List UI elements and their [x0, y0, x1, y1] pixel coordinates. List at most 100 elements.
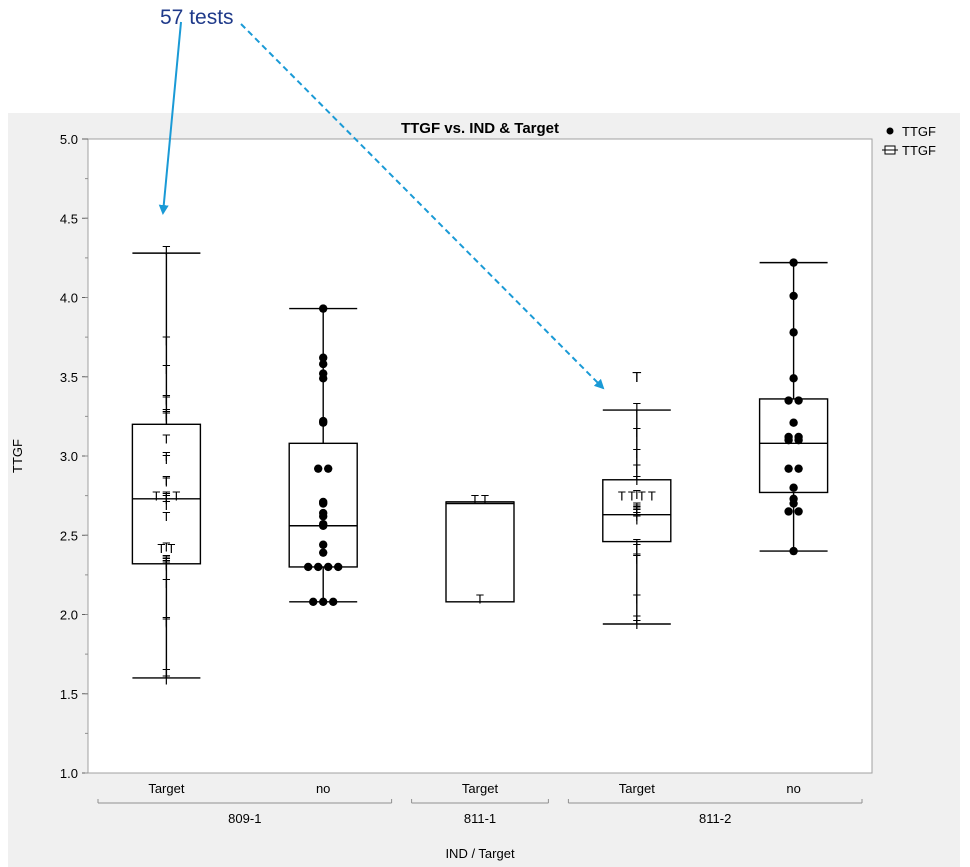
data-point: T: [162, 406, 170, 421]
data-point: [784, 507, 793, 516]
data-point: T: [633, 617, 641, 632]
data-point: [324, 562, 333, 572]
plot-area: [87, 138, 873, 774]
data-point: [319, 418, 328, 427]
data-point: [319, 548, 328, 557]
data-point: [319, 512, 328, 521]
y-axis-label: TTGF: [10, 439, 25, 473]
data-point: [789, 418, 798, 427]
data-point: [319, 359, 328, 369]
x-group-label: 809-1: [228, 811, 261, 826]
data-point: T: [633, 504, 641, 519]
data-point: T: [152, 489, 160, 504]
data-point: T: [633, 473, 641, 488]
data-point: [319, 304, 328, 313]
data-point: T: [628, 489, 636, 504]
data-point: [319, 521, 328, 530]
data-point: T: [633, 512, 641, 527]
data-point: [334, 562, 343, 572]
chart-panel: 1.0 1.5 2.0 2.5 3.0 3.5 4.0 4.5 5.0 TTGF vs. IND …: [8, 113, 960, 867]
data-point: T: [162, 498, 170, 513]
data-point: T: [162, 558, 170, 573]
data-point: T: [633, 552, 641, 567]
data-point: T: [162, 452, 170, 467]
data-point: T: [633, 592, 641, 607]
data-point: T: [162, 362, 170, 377]
data-point: T: [618, 489, 626, 504]
data-point: T: [162, 672, 170, 687]
x-group-label: 811-2: [699, 811, 731, 826]
data-point: T: [471, 492, 479, 507]
data-point: T: [633, 612, 641, 627]
data-point: T: [476, 592, 484, 607]
outlier-point: T: [632, 369, 641, 386]
box-iqr: [602, 479, 672, 543]
data-point: T: [162, 489, 170, 504]
data-point: [789, 328, 798, 337]
data-point: [309, 597, 318, 607]
y-tick-label: 2.0: [60, 608, 78, 623]
data-point: [329, 597, 338, 607]
data-point: T: [162, 614, 170, 629]
chart-title: TTGF vs. IND & Target: [401, 120, 559, 137]
data-point: [794, 507, 803, 516]
box-plot-chart: 1.0 1.5 2.0 2.5 3.0 3.5 4.0 4.5 5.0 TTGF vs. IND …: [10, 120, 936, 861]
data-point: [789, 546, 798, 556]
box-iqr: [131, 423, 202, 565]
data-point: T: [162, 432, 170, 447]
data-point: T: [633, 550, 641, 565]
data-point: T: [162, 554, 170, 569]
data-point: [319, 540, 328, 549]
data-point: [319, 597, 328, 607]
y-tick-label: 1.0: [60, 766, 78, 781]
data-point: T: [648, 489, 656, 504]
data-point: [789, 499, 798, 508]
data-point: T: [162, 474, 170, 489]
data-point: T: [162, 576, 170, 591]
legend-dot-marker: [886, 127, 894, 135]
data-point: T: [162, 492, 170, 507]
x-group-label: 811-1: [464, 811, 496, 826]
data-point: [789, 258, 798, 267]
data-point: T: [162, 490, 170, 505]
data-point: T: [633, 487, 641, 502]
data-point: [789, 374, 798, 383]
y-tick-label: 2.5: [60, 528, 78, 543]
data-point: T: [162, 552, 170, 567]
data-point: T: [633, 506, 641, 521]
data-point: T: [633, 500, 641, 515]
data-point: [794, 435, 803, 445]
y-tick-label: 4.0: [60, 291, 78, 306]
data-point: [784, 435, 793, 445]
data-point: [784, 464, 793, 473]
y-tick-label: 1.5: [60, 687, 78, 702]
data-point: [324, 464, 333, 473]
data-point: T: [633, 446, 641, 461]
data-point: T: [162, 333, 170, 348]
legend-label: TTGF: [902, 143, 936, 158]
data-point: T: [162, 539, 170, 554]
data-point: [784, 396, 793, 405]
data-point: T: [638, 489, 646, 504]
box-iqr: [758, 398, 829, 494]
data-point: T: [167, 541, 175, 556]
data-point: [314, 562, 323, 572]
data-point: T: [633, 541, 641, 556]
data-point: T: [633, 462, 641, 477]
data-point: T: [162, 615, 170, 630]
x-category-label: Target: [148, 781, 185, 796]
y-tick-label: 3.0: [60, 449, 78, 464]
data-point: T: [633, 400, 641, 415]
data-point: T: [157, 541, 165, 556]
x-category-label: Target: [619, 781, 656, 796]
y-tick-label: 3.5: [60, 370, 78, 385]
y-tick-label: 4.5: [60, 211, 78, 226]
data-point: T: [633, 536, 641, 551]
data-point: T: [162, 557, 170, 572]
box-iqr: [445, 501, 515, 603]
data-point: T: [633, 501, 641, 516]
data-point: T: [162, 243, 170, 258]
data-point: T: [162, 392, 170, 407]
annotation-label: 57 tests: [160, 6, 234, 29]
data-point: [794, 464, 803, 473]
